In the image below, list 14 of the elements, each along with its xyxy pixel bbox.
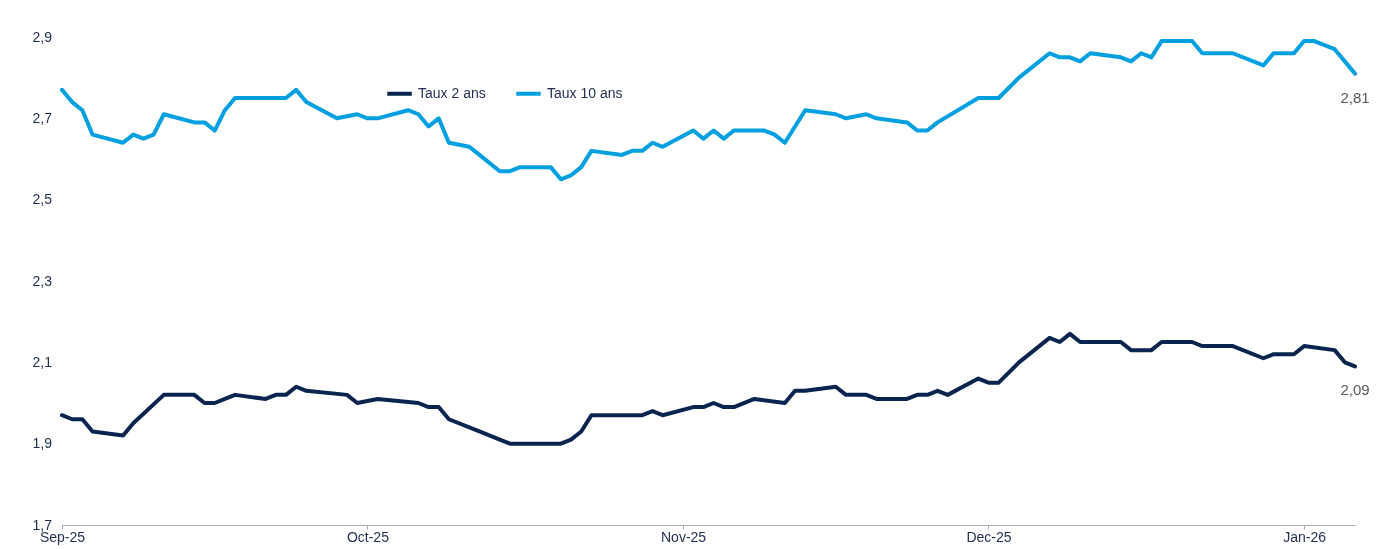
y-tick-label: 2,3 bbox=[32, 272, 53, 289]
x-tick-label: Dec-25 bbox=[966, 528, 1012, 545]
x-tick-label: Nov-25 bbox=[660, 528, 707, 545]
legend-label: Taux 2 ans bbox=[418, 84, 486, 101]
x-tick-label: Jan-26 bbox=[1283, 528, 1327, 545]
x-tick-label: Oct-25 bbox=[346, 528, 390, 545]
legend-label: Taux 10 ans bbox=[547, 84, 623, 101]
y-tick-label: 2,1 bbox=[32, 353, 53, 370]
annotation: 2,81 bbox=[1340, 88, 1370, 106]
y-tick-label: 2,7 bbox=[32, 109, 53, 126]
y-tick-label: 1,9 bbox=[32, 435, 53, 452]
annotation: 2,09 bbox=[1340, 381, 1370, 399]
y-tick-label: 2,9 bbox=[32, 28, 53, 45]
y-tick-label: 2,5 bbox=[32, 191, 53, 208]
